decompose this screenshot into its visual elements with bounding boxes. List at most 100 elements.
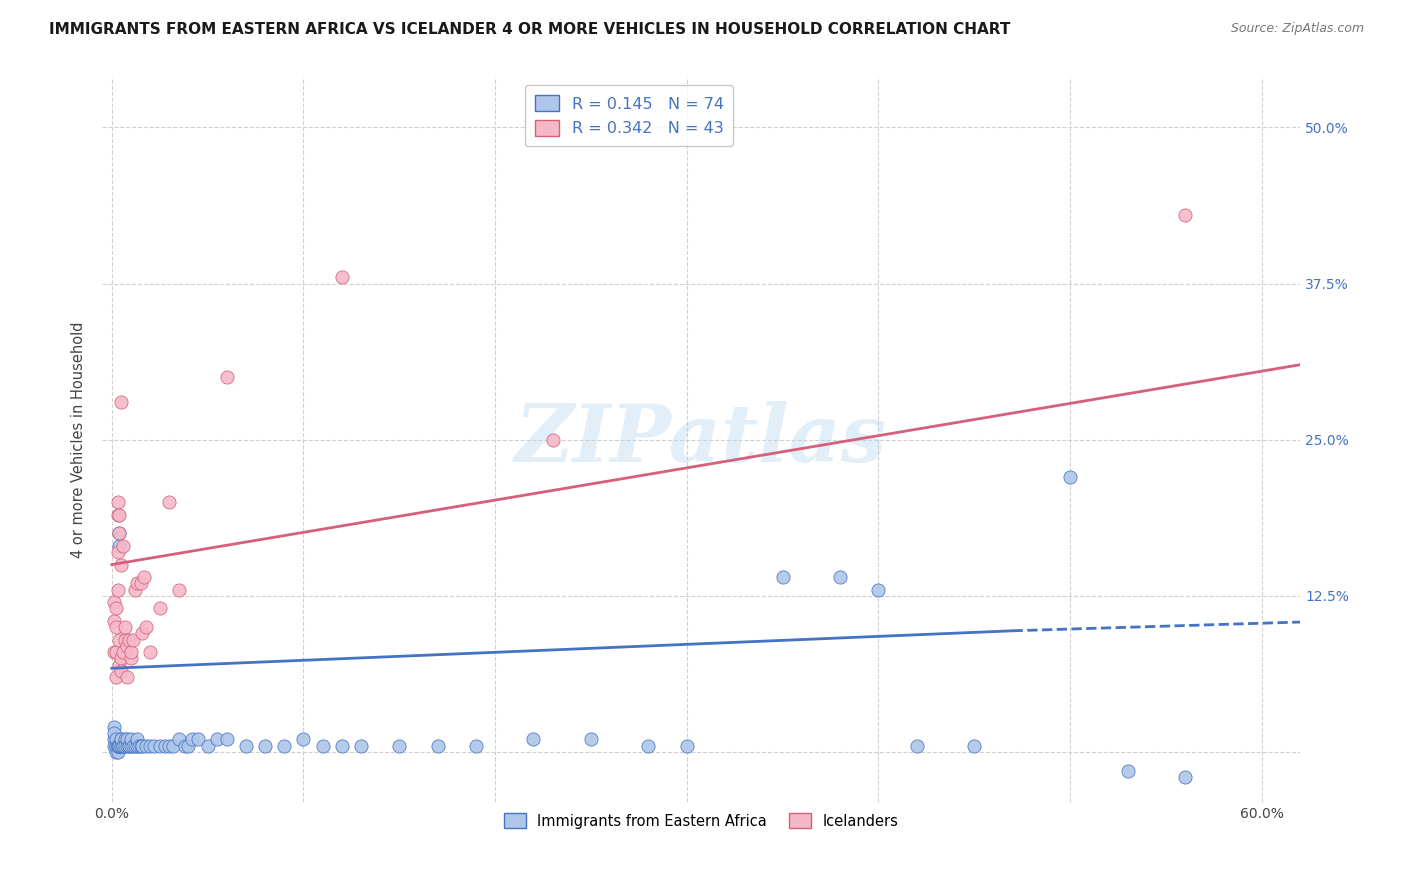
Point	[167, 732, 190, 747]
Point	[122, 739, 145, 753]
Point	[108, 508, 131, 522]
Point	[143, 739, 166, 753]
Point	[124, 582, 146, 597]
Point	[637, 739, 659, 753]
Point	[118, 739, 141, 753]
Point	[125, 732, 148, 747]
Point	[134, 570, 156, 584]
Point	[103, 595, 125, 609]
Point	[112, 645, 135, 659]
Point	[107, 739, 129, 753]
Point	[120, 651, 142, 665]
Point	[107, 545, 129, 559]
Point	[120, 732, 142, 747]
Text: IMMIGRANTS FROM EASTERN AFRICA VS ICELANDER 4 OR MORE VEHICLES IN HOUSEHOLD CORR: IMMIGRANTS FROM EASTERN AFRICA VS ICELAN…	[49, 22, 1011, 37]
Point	[107, 739, 129, 753]
Point	[131, 626, 153, 640]
Point	[1174, 208, 1197, 222]
Point	[104, 601, 127, 615]
Point	[187, 732, 209, 747]
Point	[235, 739, 257, 753]
Point	[110, 651, 132, 665]
Point	[110, 732, 132, 747]
Point	[122, 632, 145, 647]
Point	[104, 732, 127, 747]
Point	[110, 732, 132, 747]
Point	[579, 732, 602, 747]
Text: Source: ZipAtlas.com: Source: ZipAtlas.com	[1230, 22, 1364, 36]
Point	[273, 739, 295, 753]
Point	[104, 739, 127, 753]
Point	[104, 670, 127, 684]
Point	[1116, 764, 1139, 778]
Point	[108, 657, 131, 672]
Point	[110, 739, 132, 753]
Point	[388, 739, 411, 753]
Point	[149, 601, 172, 615]
Point	[131, 739, 153, 753]
Point	[124, 739, 146, 753]
Point	[905, 739, 928, 753]
Point	[115, 732, 138, 747]
Y-axis label: 4 or more Vehicles in Household: 4 or more Vehicles in Household	[72, 321, 86, 558]
Point	[197, 739, 219, 753]
Point	[541, 433, 564, 447]
Point	[114, 739, 136, 753]
Point	[868, 582, 890, 597]
Point	[104, 745, 127, 759]
Point	[330, 739, 353, 753]
Point	[522, 732, 544, 747]
Point	[107, 745, 129, 759]
Point	[330, 270, 353, 285]
Point	[115, 739, 138, 753]
Point	[104, 620, 127, 634]
Point	[254, 739, 277, 753]
Point	[112, 739, 135, 753]
Point	[104, 645, 127, 659]
Point	[103, 720, 125, 734]
Point	[139, 739, 162, 753]
Point	[125, 576, 148, 591]
Point	[118, 632, 141, 647]
Point	[110, 664, 132, 678]
Point	[107, 508, 129, 522]
Point	[108, 739, 131, 753]
Point	[215, 732, 238, 747]
Point	[107, 739, 129, 753]
Point	[149, 739, 172, 753]
Point	[128, 739, 150, 753]
Point	[129, 576, 152, 591]
Point	[103, 645, 125, 659]
Point	[110, 395, 132, 409]
Point	[104, 739, 127, 753]
Point	[1174, 770, 1197, 784]
Point	[108, 632, 131, 647]
Point	[1059, 470, 1081, 484]
Point	[118, 739, 141, 753]
Point	[114, 620, 136, 634]
Point	[465, 739, 488, 753]
Point	[135, 620, 157, 634]
Point	[103, 726, 125, 740]
Point	[107, 582, 129, 597]
Point	[157, 495, 180, 509]
Point	[772, 570, 794, 584]
Point	[103, 614, 125, 628]
Point	[110, 739, 132, 753]
Point	[110, 558, 132, 572]
Point	[205, 732, 228, 747]
Point	[157, 739, 180, 753]
Point	[139, 645, 162, 659]
Point	[107, 495, 129, 509]
Point	[120, 739, 142, 753]
Point	[129, 739, 152, 753]
Point	[167, 582, 190, 597]
Point	[115, 639, 138, 653]
Point	[426, 739, 449, 753]
Point	[963, 739, 986, 753]
Point	[114, 632, 136, 647]
Point	[292, 732, 315, 747]
Point	[177, 739, 200, 753]
Point	[103, 732, 125, 747]
Point	[181, 732, 204, 747]
